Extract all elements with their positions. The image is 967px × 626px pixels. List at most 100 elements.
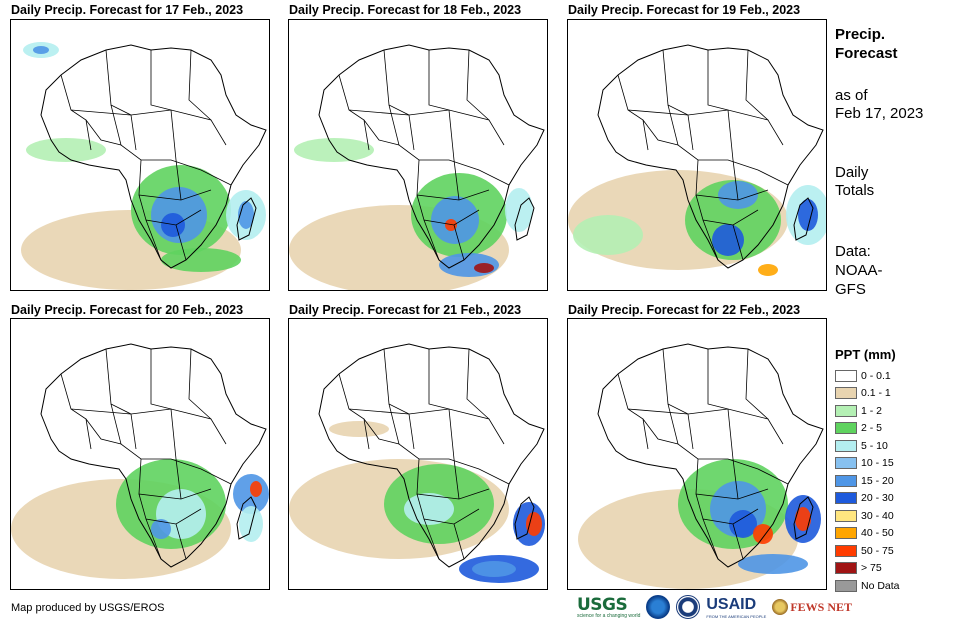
country-border <box>150 50 172 111</box>
island-outline <box>514 197 535 241</box>
asof-line1: as of <box>835 87 868 104</box>
continent-outline <box>597 44 824 269</box>
country-border <box>448 408 455 460</box>
usaid-seal-icon <box>676 595 701 619</box>
precip-area <box>712 224 744 256</box>
country-border <box>175 523 187 560</box>
country-border <box>138 194 202 226</box>
panel-title-5: Daily Precip. Forecast for 21 Feb., 2023 <box>289 303 522 317</box>
continent-outline <box>40 44 267 269</box>
map-svg <box>568 44 826 276</box>
island-outline <box>793 197 814 241</box>
country-border <box>388 403 400 445</box>
country-border <box>416 159 490 201</box>
usaid-logo: USAID FROM THE AMERICAN PEOPLE <box>706 596 766 619</box>
legend-item: 30 - 40 <box>835 507 900 525</box>
legend: 0 - 0.1 0.1 - 1 1 - 2 2 - 5 5 - 10 10 - 15 15 … <box>835 367 900 595</box>
legend-item: > 75 <box>835 560 900 578</box>
country-border <box>732 523 744 560</box>
legend-label: 40 - 50 <box>861 527 894 540</box>
country-border <box>667 403 679 445</box>
legend-item: 1 - 2 <box>835 402 900 420</box>
forecast-map-6 <box>567 318 827 590</box>
country-border <box>423 219 440 261</box>
country-border <box>416 458 490 500</box>
precip-area <box>151 519 171 539</box>
precip-area <box>329 421 389 437</box>
legend-item: 0 - 0.1 <box>835 367 900 385</box>
island-outline <box>236 197 257 241</box>
legend-swatch <box>835 457 857 470</box>
country-border <box>416 493 480 525</box>
continent-outline <box>318 44 545 269</box>
asof-date: Feb 17, 2023 <box>835 105 924 122</box>
legend-swatch <box>835 387 857 400</box>
panel-title-4: Daily Precip. Forecast for 20 Feb., 2023 <box>11 303 244 317</box>
country-border <box>667 104 679 146</box>
data-source-line2: NOAA- <box>835 262 883 279</box>
fews-logo-text: FEWS NET <box>790 599 852 614</box>
country-border <box>745 348 769 420</box>
legend-item: 15 - 20 <box>835 472 900 490</box>
legend-item: No Data <box>835 577 900 595</box>
country-border <box>416 194 480 226</box>
continent-outline <box>318 343 545 568</box>
country-border <box>175 224 187 261</box>
legend-swatch <box>835 369 857 382</box>
map-svg <box>11 343 269 579</box>
legend-item: 10 - 15 <box>835 455 900 473</box>
precip-area <box>26 138 106 162</box>
precip-area <box>526 512 542 536</box>
country-border <box>408 114 415 151</box>
legend-swatch <box>835 544 857 557</box>
usaid-tagline: FROM THE AMERICAN PEOPLE <box>706 613 767 619</box>
precip-area <box>738 554 808 574</box>
data-source-line3: GFS <box>835 281 866 298</box>
legend-label: 1 - 2 <box>861 404 883 417</box>
country-border <box>687 114 694 151</box>
country-border <box>423 518 440 560</box>
precip-area <box>472 561 516 577</box>
legend-label: 0.1 - 1 <box>861 387 891 400</box>
country-border <box>687 413 694 450</box>
precip-area <box>250 481 262 497</box>
legend-swatch <box>835 562 857 575</box>
country-border <box>170 408 177 460</box>
country-border <box>388 104 400 146</box>
legend-item: 0.1 - 1 <box>835 385 900 403</box>
country-border <box>466 348 490 420</box>
legend-label: 0 - 0.1 <box>861 369 891 382</box>
country-border <box>145 219 162 261</box>
country-border <box>408 413 415 450</box>
country-border <box>695 159 769 201</box>
precip-area <box>431 196 479 244</box>
country-border <box>70 109 227 146</box>
country-border <box>695 493 759 525</box>
country-border <box>453 224 465 261</box>
country-border <box>662 348 689 415</box>
country-border <box>745 49 769 121</box>
logo-strip: USGS science for a changing world USAID … <box>577 595 852 619</box>
country-border <box>466 49 490 121</box>
country-border <box>130 114 137 151</box>
country-border <box>428 50 450 111</box>
legend-item: 40 - 50 <box>835 525 900 543</box>
precip-area <box>795 507 811 531</box>
legend-label: 30 - 40 <box>861 509 894 522</box>
legend-label: > 75 <box>861 562 882 575</box>
country-border <box>707 349 729 410</box>
legend-swatch <box>835 404 857 417</box>
precip-area <box>685 180 781 260</box>
precip-area <box>758 264 778 276</box>
legend-label: 10 - 15 <box>861 457 894 470</box>
country-border <box>695 458 769 500</box>
country-border <box>338 74 370 151</box>
legend-swatch <box>835 474 857 487</box>
forecast-map-5 <box>288 318 548 590</box>
precip-area <box>33 46 49 54</box>
country-border <box>453 458 460 500</box>
panel-title-1: Daily Precip. Forecast for 17 Feb., 2023 <box>11 3 244 17</box>
country-border <box>70 408 227 445</box>
legend-label: No Data <box>861 579 900 592</box>
legend-swatch <box>835 527 857 540</box>
